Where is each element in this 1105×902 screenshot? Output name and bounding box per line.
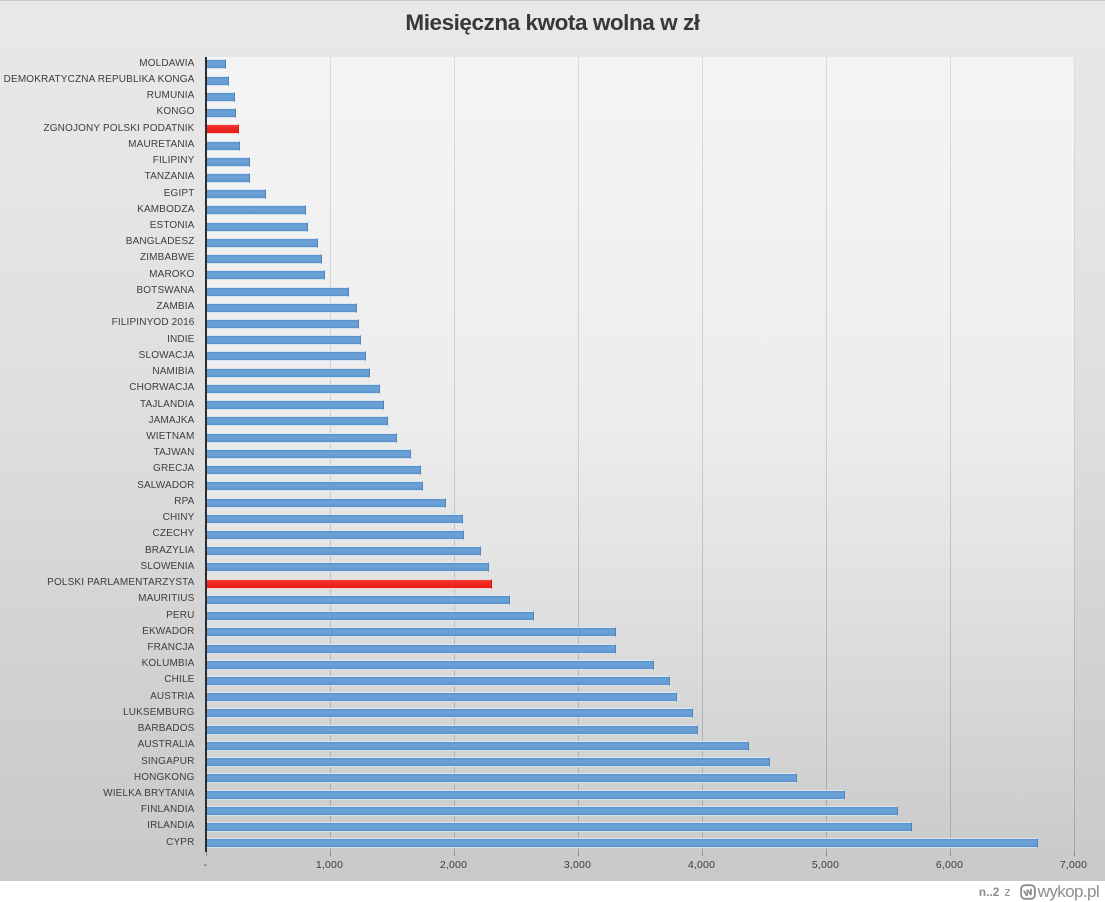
svg-text:w: w [1021, 885, 1034, 899]
